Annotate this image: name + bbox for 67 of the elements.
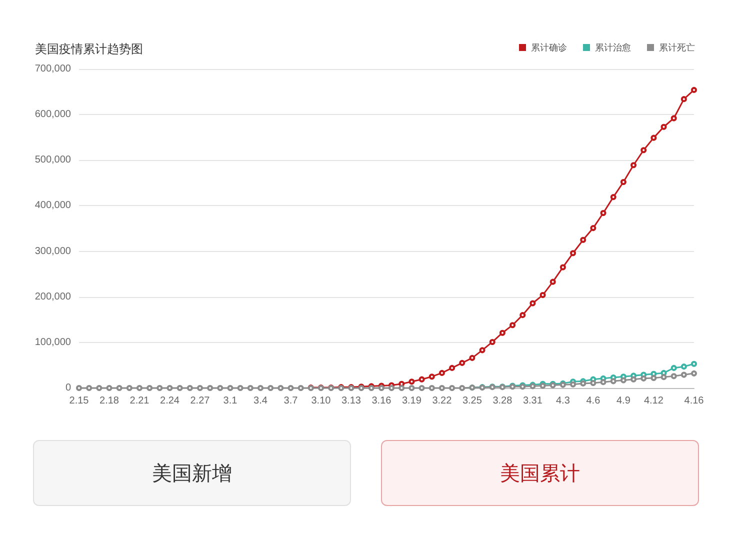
y-tick-label: 0 xyxy=(65,382,72,394)
point xyxy=(520,312,526,318)
point xyxy=(580,236,586,243)
y-tick-label: 700,000 xyxy=(34,64,72,74)
point xyxy=(570,250,576,256)
point xyxy=(650,134,657,141)
x-tick-label: 4.12 xyxy=(644,396,664,406)
point xyxy=(620,179,626,186)
point xyxy=(691,360,697,367)
point xyxy=(640,147,647,154)
x-tick-label: 4.6 xyxy=(586,396,601,406)
point xyxy=(510,322,516,328)
x-tick-label: 4.3 xyxy=(556,396,570,406)
point xyxy=(670,115,677,122)
point xyxy=(449,364,456,371)
y-tick-label: 300,000 xyxy=(34,246,72,257)
point xyxy=(489,338,496,345)
point xyxy=(530,300,536,306)
x-tick-label: 4.9 xyxy=(616,396,631,406)
point xyxy=(630,162,637,168)
point xyxy=(680,364,687,370)
chart-title: 美国疫情累计趋势图 xyxy=(35,42,143,56)
point xyxy=(691,86,697,93)
legend-label: 累计治愈 xyxy=(595,42,631,52)
x-tick-label: 2.18 xyxy=(100,396,120,406)
point xyxy=(438,370,445,376)
point xyxy=(540,292,546,298)
x-tick-label: 4.16 xyxy=(684,396,704,406)
x-tick-label: 2.24 xyxy=(160,396,180,406)
point xyxy=(680,96,687,102)
x-tick-label: 3.13 xyxy=(341,396,362,406)
y-tick-label: 500,000 xyxy=(34,154,72,166)
point xyxy=(469,354,476,361)
point xyxy=(499,330,506,336)
y-tick-label: 100,000 xyxy=(34,336,72,348)
text: 美国新增 xyxy=(33,440,351,506)
point xyxy=(590,225,596,232)
y-tick-label: 200,000 xyxy=(34,291,72,302)
point xyxy=(600,210,606,216)
x-tick-label: 3.4 xyxy=(254,396,268,406)
x-tick-label: 3.25 xyxy=(462,396,482,406)
x-tick-label: 3.10 xyxy=(311,396,332,406)
x-tick-label: 3.31 xyxy=(522,396,543,406)
point xyxy=(550,278,556,285)
point xyxy=(560,264,566,270)
point xyxy=(660,124,667,130)
x-tick-label: 2.21 xyxy=(130,396,150,406)
x-tick-label: 3.22 xyxy=(432,396,452,406)
point xyxy=(459,360,466,366)
legend-label: 累计确诊 xyxy=(531,42,567,52)
point xyxy=(479,347,486,354)
x-tick-label: 3.1 xyxy=(223,396,238,406)
point xyxy=(408,378,415,385)
point xyxy=(610,194,616,200)
point xyxy=(670,364,677,371)
point xyxy=(428,374,435,380)
x-tick-label: 3.28 xyxy=(492,396,513,406)
x-tick-label: 2.15 xyxy=(69,396,90,406)
legend-label: 累计死亡 xyxy=(659,42,695,52)
x-tick-label: 3.7 xyxy=(284,396,298,406)
x-tick-label: 3.19 xyxy=(402,396,422,406)
x-tick-label: 2.27 xyxy=(190,396,210,406)
point xyxy=(418,376,425,382)
x-tick-label: 3.16 xyxy=(372,396,392,406)
y-tick-label: 600,000 xyxy=(34,109,72,120)
text: 美国累计 xyxy=(381,440,699,506)
y-tick-label: 400,000 xyxy=(34,200,72,212)
